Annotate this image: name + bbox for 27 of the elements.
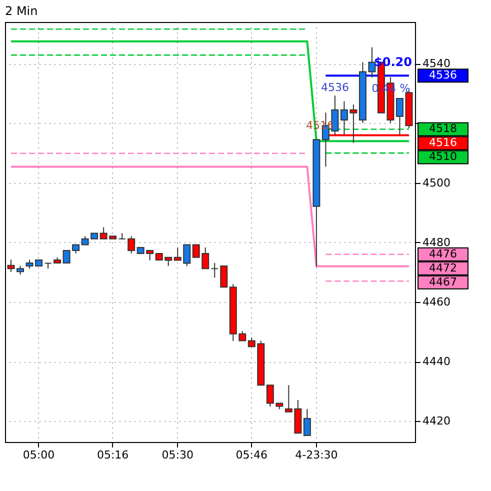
data-label: 4510: [429, 150, 457, 164]
candlestick: [118, 232, 126, 240]
y-tick-label: 4460: [422, 296, 450, 308]
x-tick-label: 4-23:30: [295, 448, 338, 462]
x-tick-label: 05:46: [236, 448, 268, 462]
y-tick-label: 4540: [422, 57, 450, 70]
x-tick-label: 05:30: [162, 448, 194, 462]
data-label: 4467: [429, 275, 457, 288]
data-label: 4472: [429, 261, 457, 274]
data-label: 4476: [429, 247, 457, 260]
y-tick-label: 4440: [422, 355, 450, 368]
annotation: 4536: [321, 81, 349, 94]
candlestick: [220, 265, 228, 288]
candlestick: [210, 262, 218, 278]
y-tick-label: 4480: [422, 236, 450, 249]
chart-title: 2 Min: [5, 4, 38, 18]
data-label: 4518: [429, 122, 457, 136]
candlestick: [128, 236, 136, 254]
data-label: 4536: [429, 68, 457, 82]
candlestick: [303, 408, 311, 436]
data-label: 4516: [429, 136, 457, 150]
x-tick-label: 05:00: [22, 448, 55, 462]
annotation: $0.20: [374, 55, 412, 69]
annotation: 0.44 %: [372, 82, 410, 95]
y-tick-label: 4420: [422, 414, 450, 428]
y-tick-label: 4500: [422, 176, 450, 190]
x-tick-label: 05:16: [96, 448, 129, 462]
